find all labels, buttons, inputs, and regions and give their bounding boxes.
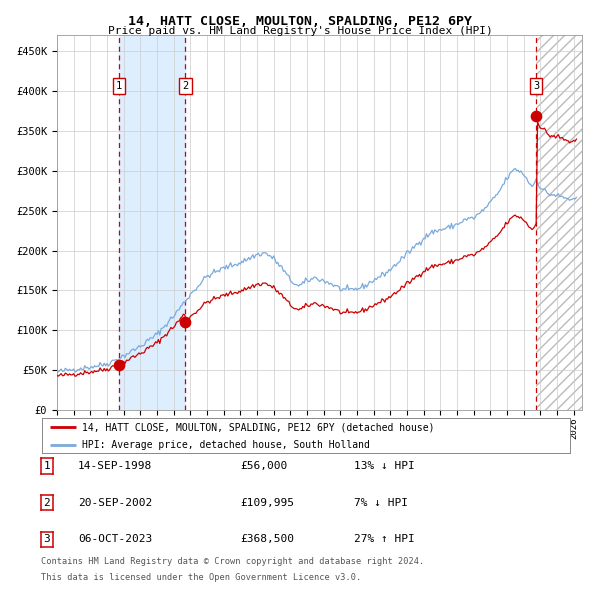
- Bar: [536, 35, 582, 410]
- Text: 1: 1: [43, 461, 50, 471]
- Point: [114, 360, 124, 370]
- Text: 14, HATT CLOSE, MOULTON, SPALDING, PE12 6PY (detached house): 14, HATT CLOSE, MOULTON, SPALDING, PE12 …: [82, 422, 434, 432]
- Text: Price paid vs. HM Land Registry's House Price Index (HPI): Price paid vs. HM Land Registry's House …: [107, 26, 493, 36]
- Text: This data is licensed under the Open Government Licence v3.0.: This data is licensed under the Open Gov…: [41, 573, 361, 582]
- Text: 06-OCT-2023: 06-OCT-2023: [78, 535, 152, 544]
- Text: 27% ↑ HPI: 27% ↑ HPI: [354, 535, 415, 544]
- Text: 14-SEP-1998: 14-SEP-1998: [78, 461, 152, 471]
- Text: 3: 3: [533, 81, 539, 91]
- Text: £109,995: £109,995: [240, 498, 294, 507]
- Text: 2: 2: [182, 81, 188, 91]
- Text: Contains HM Land Registry data © Crown copyright and database right 2024.: Contains HM Land Registry data © Crown c…: [41, 558, 424, 566]
- Text: 1: 1: [116, 81, 122, 91]
- Text: £368,500: £368,500: [240, 535, 294, 544]
- Bar: [119, 35, 185, 410]
- Text: £56,000: £56,000: [240, 461, 287, 471]
- Text: 2: 2: [43, 498, 50, 507]
- Text: HPI: Average price, detached house, South Holland: HPI: Average price, detached house, Sout…: [82, 440, 370, 450]
- Text: 14, HATT CLOSE, MOULTON, SPALDING, PE12 6PY: 14, HATT CLOSE, MOULTON, SPALDING, PE12 …: [128, 15, 472, 28]
- Text: 13% ↓ HPI: 13% ↓ HPI: [354, 461, 415, 471]
- Point: [532, 112, 541, 121]
- Text: 20-SEP-2002: 20-SEP-2002: [78, 498, 152, 507]
- Point: [181, 317, 190, 327]
- Text: 7% ↓ HPI: 7% ↓ HPI: [354, 498, 408, 507]
- Text: 3: 3: [43, 535, 50, 544]
